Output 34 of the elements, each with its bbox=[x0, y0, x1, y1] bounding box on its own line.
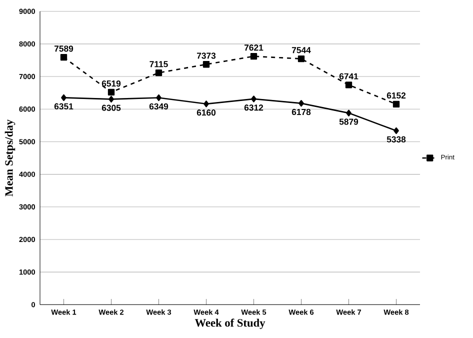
data-label: 5338 bbox=[386, 136, 406, 142]
data-label: 6349 bbox=[149, 103, 168, 110]
data-label: 6152 bbox=[386, 92, 406, 99]
y-axis-title: Mean Setps/day bbox=[4, 120, 16, 196]
data-label: 6519 bbox=[102, 80, 121, 87]
point bbox=[60, 54, 68, 61]
data-label: 6305 bbox=[102, 104, 121, 111]
point bbox=[108, 88, 115, 96]
data-label: 6351 bbox=[54, 103, 74, 110]
point bbox=[155, 69, 162, 76]
data-label: 5879 bbox=[339, 118, 358, 125]
x-axis-title: Week of Study bbox=[194, 318, 266, 330]
data-label: 7373 bbox=[196, 52, 216, 59]
point bbox=[298, 100, 304, 107]
point bbox=[156, 94, 162, 102]
data-label: 6178 bbox=[292, 108, 311, 116]
data-label: 7589 bbox=[54, 46, 74, 52]
point bbox=[108, 96, 114, 103]
data-label: 7115 bbox=[150, 61, 168, 68]
data-label: 6160 bbox=[196, 110, 216, 116]
point bbox=[202, 61, 210, 68]
point bbox=[392, 100, 400, 108]
point bbox=[251, 96, 256, 102]
data-label: 7621 bbox=[244, 44, 264, 51]
point bbox=[394, 127, 399, 134]
point bbox=[61, 94, 66, 102]
point bbox=[204, 100, 209, 108]
point bbox=[345, 82, 352, 88]
point bbox=[298, 55, 305, 62]
point bbox=[346, 110, 352, 116]
point bbox=[250, 52, 258, 60]
data-label: 7544 bbox=[292, 47, 311, 54]
data-label: 6312 bbox=[244, 104, 264, 111]
data-label: 6741 bbox=[339, 73, 358, 80]
